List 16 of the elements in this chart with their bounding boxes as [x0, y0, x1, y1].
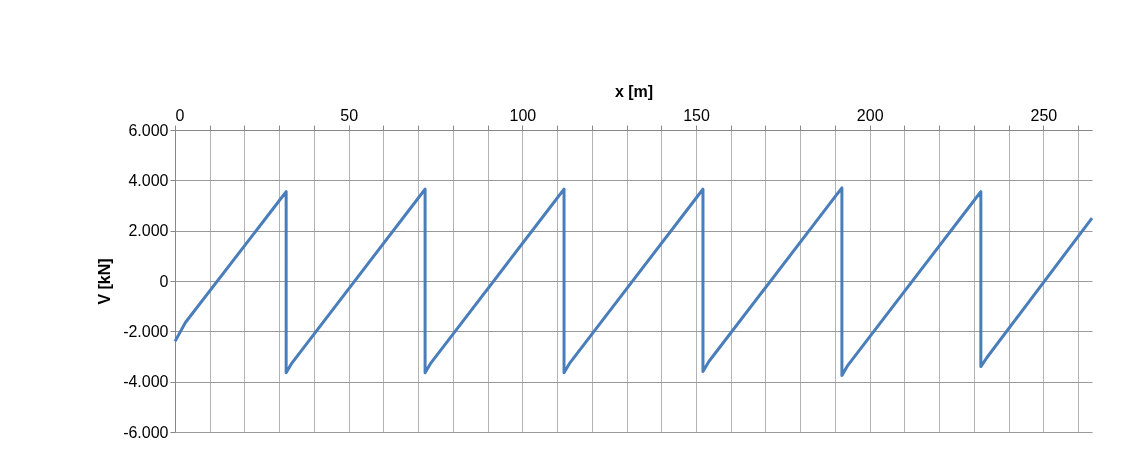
x-axis-title: x [m]	[614, 82, 654, 100]
x-tick-label: 100	[509, 106, 537, 124]
x-tick-label: 250	[1030, 106, 1058, 124]
x-tick-label: 0	[175, 106, 185, 124]
y-tick-label: 6.000	[128, 121, 169, 139]
y-tick-label: -6.000	[123, 423, 169, 441]
y-tick-label: 2.000	[128, 222, 169, 240]
x-tick-label: 150	[683, 106, 710, 124]
line-series	[173, 186, 1094, 377]
x-tick-label: 200	[856, 106, 884, 124]
y-tick-label: -4.000	[123, 373, 169, 391]
x-tick-label: 50	[340, 106, 359, 124]
y-axis-title: V [kN]	[96, 258, 114, 305]
y-tick-label: -2.000	[123, 322, 169, 340]
y-tick-label: 0	[159, 272, 169, 290]
y-tick-label: 4.000	[128, 171, 169, 189]
